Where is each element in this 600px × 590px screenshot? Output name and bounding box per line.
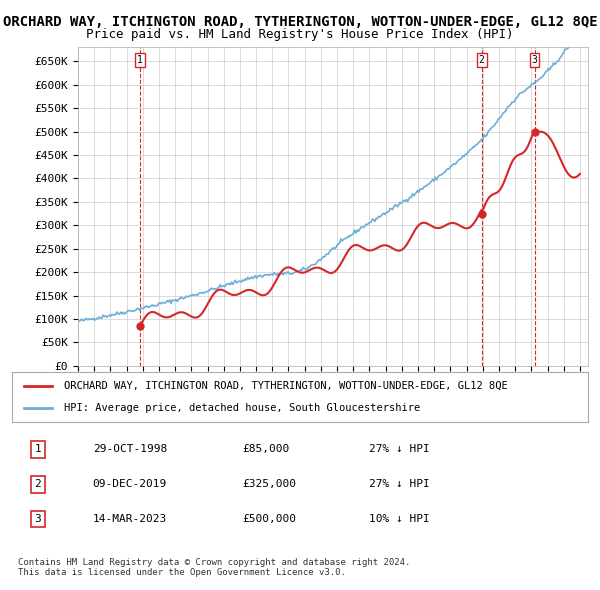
Text: 09-DEC-2019: 09-DEC-2019 <box>92 479 167 489</box>
Text: £85,000: £85,000 <box>242 444 290 454</box>
Text: £500,000: £500,000 <box>242 514 296 524</box>
Text: 14-MAR-2023: 14-MAR-2023 <box>92 514 167 524</box>
Text: 29-OCT-1998: 29-OCT-1998 <box>92 444 167 454</box>
Text: 2: 2 <box>479 55 485 65</box>
Text: 27% ↓ HPI: 27% ↓ HPI <box>369 479 430 489</box>
Text: ORCHARD WAY, ITCHINGTON ROAD, TYTHERINGTON, WOTTON-UNDER-EDGE, GL12 8QE: ORCHARD WAY, ITCHINGTON ROAD, TYTHERINGT… <box>64 381 508 391</box>
Text: HPI: Average price, detached house, South Gloucestershire: HPI: Average price, detached house, Sout… <box>64 403 420 413</box>
Text: 1: 1 <box>137 55 143 65</box>
Text: Contains HM Land Registry data © Crown copyright and database right 2024.
This d: Contains HM Land Registry data © Crown c… <box>18 558 410 577</box>
Text: 1: 1 <box>35 444 41 454</box>
Text: £325,000: £325,000 <box>242 479 296 489</box>
Text: ORCHARD WAY, ITCHINGTON ROAD, TYTHERINGTON, WOTTON-UNDER-EDGE, GL12 8QE: ORCHARD WAY, ITCHINGTON ROAD, TYTHERINGT… <box>2 15 598 29</box>
Text: 2: 2 <box>35 479 41 489</box>
Text: 3: 3 <box>532 55 538 65</box>
Text: 3: 3 <box>35 514 41 524</box>
Text: Price paid vs. HM Land Registry's House Price Index (HPI): Price paid vs. HM Land Registry's House … <box>86 28 514 41</box>
Text: 10% ↓ HPI: 10% ↓ HPI <box>369 514 430 524</box>
Text: 27% ↓ HPI: 27% ↓ HPI <box>369 444 430 454</box>
